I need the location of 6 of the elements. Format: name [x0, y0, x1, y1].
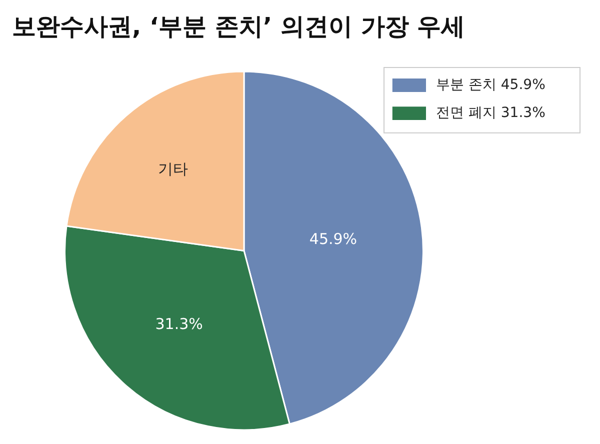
chart-title: 보완수사권, ‘부분 존치’ 의견이 가장 우세 — [12, 12, 466, 41]
legend-label: 부분 존치 45.9% — [436, 77, 546, 93]
data-label: 31.3% — [155, 314, 203, 333]
legend-label: 전면 폐지 31.3% — [436, 105, 546, 121]
data-label: 45.9% — [309, 230, 358, 248]
data-label: 기타 — [158, 160, 188, 178]
